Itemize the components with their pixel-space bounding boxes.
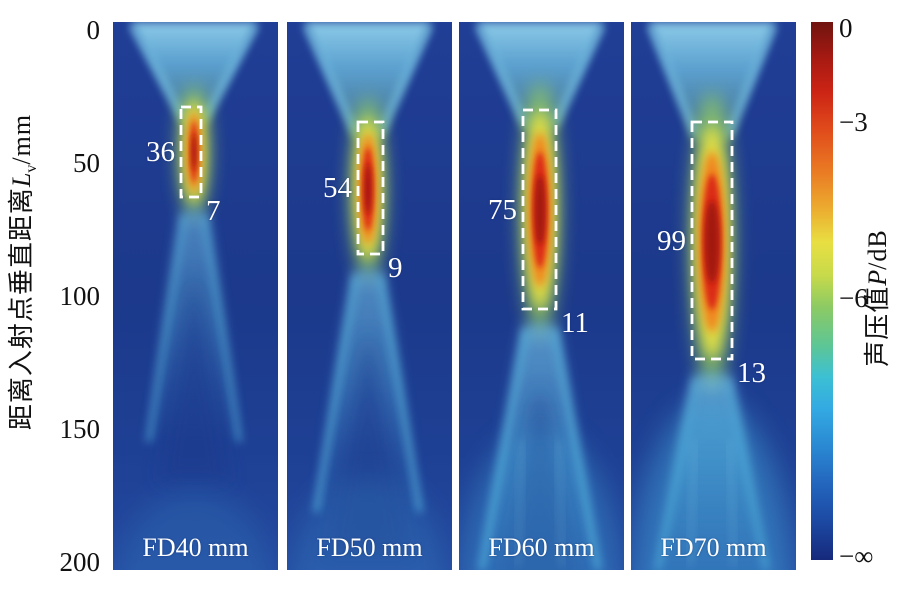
focal-zone-dashed-rect xyxy=(179,105,203,199)
panel-title: FD70 mm xyxy=(660,533,767,562)
focal-zone-length-label: 99 xyxy=(657,224,686,257)
colorbar-tick-label: −∞ xyxy=(839,541,874,572)
focal-zone-length-label: 36 xyxy=(146,136,175,168)
colorbar-tick-label: 0 xyxy=(839,13,853,44)
colorbar-tick-label: −6 xyxy=(839,282,868,313)
colorbar xyxy=(811,22,833,560)
y-tick-label: 0 xyxy=(86,15,101,45)
colorbar-title: 声压值P/dB xyxy=(857,178,895,418)
panel-title: FD60 mm xyxy=(488,533,595,562)
colorbar-tick-label: −3 xyxy=(839,107,868,138)
heatmap-panel: 75 11 FD60 mm xyxy=(459,22,624,570)
y-tick-label: 200 xyxy=(59,547,101,577)
y-tick-label: 50 xyxy=(73,148,100,178)
y-tick-label: 100 xyxy=(59,281,101,311)
heatmap-panel: 36 7 FD40 mm xyxy=(113,22,278,570)
colorbar-unit: /dB xyxy=(863,229,892,270)
pressure-field-heatmap xyxy=(287,22,452,570)
focal-zone-width-label: 9 xyxy=(388,252,403,284)
focal-zone-dashed-rect xyxy=(356,120,385,256)
panel-title: FD50 mm xyxy=(316,533,423,562)
colorbar-symbol: P xyxy=(863,269,892,286)
heatmap-panel: 99 13 FD70 mm xyxy=(631,22,796,570)
panel-title: FD40 mm xyxy=(142,533,249,562)
heatmap-panel: 54 9 FD50 mm xyxy=(287,22,452,570)
focal-zone-length-label: 54 xyxy=(323,172,352,204)
pressure-field-heatmap xyxy=(631,22,796,570)
focal-zone-width-label: 13 xyxy=(737,357,766,389)
focal-zone-dashed-rect xyxy=(521,108,558,311)
pressure-field-heatmap xyxy=(459,22,624,570)
focal-zone-length-label: 75 xyxy=(488,193,517,226)
pressure-field-heatmap xyxy=(113,22,278,570)
colorbar-title-cn: 声压值 xyxy=(863,285,892,367)
focal-zone-width-label: 7 xyxy=(206,195,221,227)
y-tick-label: 150 xyxy=(59,414,101,444)
focal-zone-width-label: 11 xyxy=(561,307,589,339)
focal-zone-dashed-rect xyxy=(690,120,734,361)
